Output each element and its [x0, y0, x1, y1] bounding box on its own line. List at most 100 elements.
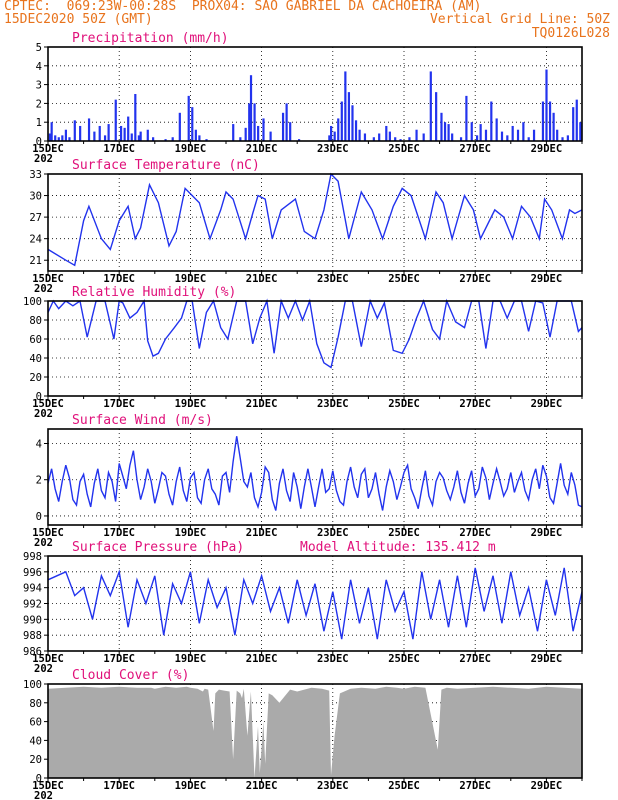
precip-bar: [281, 112, 285, 141]
panel-frame: [47, 46, 583, 142]
x-tick-label: 25DEC: [388, 527, 420, 539]
y-tick-label: 0: [36, 773, 42, 785]
precip-bar: [79, 125, 82, 141]
header-model-id: TQ0126L028: [531, 26, 610, 41]
y-tick-label: 3: [36, 80, 42, 92]
y-tick-label: 5: [36, 42, 42, 54]
panel-title: Surface Temperature (nC): [72, 158, 260, 173]
cloud-cover-area: [48, 686, 582, 778]
precip-bar: [506, 135, 509, 141]
y-tick-label: 2: [36, 475, 42, 487]
precip-bar: [561, 137, 564, 141]
x-year-label: 202: [34, 153, 53, 165]
precip-bar: [511, 125, 514, 141]
precip-bar: [556, 129, 559, 141]
precip-bar: [239, 137, 242, 141]
precip-bar: [330, 125, 333, 141]
precip-bar: [269, 131, 272, 141]
precip-bar: [48, 133, 51, 141]
y-tick-label: 4: [36, 438, 42, 450]
x-tick-label: 29DEC: [531, 780, 563, 792]
header-grid-note: Vertical Grid Line: 50Z: [429, 12, 610, 27]
x-tick-label: 21DEC: [246, 780, 278, 792]
y-tick-label: 40: [29, 735, 42, 747]
precip-bar: [422, 133, 425, 141]
precip-bar: [130, 133, 133, 141]
x-tick-label: 21DEC: [246, 273, 278, 285]
x-tick-label: 15DEC: [32, 653, 64, 665]
precip-bar: [522, 122, 525, 141]
x-tick-label: 17DEC: [103, 653, 135, 665]
precip-bar: [253, 103, 256, 141]
panel-4: 0 2 4 15DEC 17DEC 19DEC 21DEC 23DEC 25DEC 27DEC 29…: [32, 413, 583, 549]
x-tick-label: 21DEC: [246, 143, 278, 155]
series-line: [47, 567, 583, 640]
precip-bar: [443, 122, 447, 141]
precip-bar: [399, 139, 402, 141]
precip-bar: [98, 125, 101, 141]
precip-bar: [61, 135, 64, 141]
precip-bar: [479, 124, 482, 141]
precip-bar: [333, 131, 336, 141]
panel-frame: [47, 173, 583, 272]
x-tick-label: 17DEC: [103, 780, 135, 792]
precip-bar: [191, 107, 194, 141]
y-tick-label: 992: [23, 599, 42, 611]
precip-bar: [344, 71, 347, 141]
precip-bar: [127, 116, 130, 141]
precip-bar: [500, 131, 504, 141]
precip-bar: [87, 118, 91, 141]
x-tick-label: 23DEC: [317, 780, 349, 792]
precip-bar: [103, 135, 107, 141]
x-tick-label: 27DEC: [459, 143, 491, 155]
y-tick-label: 990: [23, 614, 42, 626]
x-tick-label: 25DEC: [388, 653, 420, 665]
x-tick-label: 27DEC: [459, 398, 491, 410]
precip-bar: [440, 112, 443, 141]
precip-bar: [459, 137, 463, 141]
panel-frame: [47, 300, 583, 397]
x-tick-label: 23DEC: [317, 398, 349, 410]
precip-bar: [134, 94, 137, 141]
precip-bar: [447, 124, 450, 141]
precip-bar: [54, 135, 57, 141]
precip-bar: [285, 103, 288, 141]
precip-bar: [123, 127, 126, 141]
precip-bar: [475, 135, 479, 141]
precip-bar: [495, 118, 498, 141]
panel-title: Precipitation (mm/h): [72, 31, 229, 46]
precip-bar: [465, 95, 468, 141]
precip-bar: [548, 101, 552, 141]
y-tick-label: 994: [23, 583, 42, 595]
precip-bar: [187, 95, 190, 141]
precip-bar: [57, 137, 60, 141]
x-year-label: 202: [34, 663, 53, 675]
precip-bar: [358, 129, 361, 141]
panel-title: Surface Pressure (hPa): [72, 540, 244, 555]
y-tick-label: 80: [29, 315, 42, 327]
precip-bar: [415, 129, 418, 141]
precip-bar: [394, 137, 397, 141]
x-tick-label: 19DEC: [175, 780, 207, 792]
x-tick-label: 15DEC: [32, 273, 64, 285]
y-tick-label: 20: [29, 372, 42, 384]
precip-bar: [490, 101, 493, 141]
x-tick-label: 23DEC: [317, 653, 349, 665]
x-tick-label: 17DEC: [103, 398, 135, 410]
precip-bar: [146, 129, 149, 141]
precip-bar: [541, 101, 545, 141]
precip-bar: [164, 139, 167, 141]
x-tick-label: 27DEC: [459, 273, 491, 285]
x-tick-label: 27DEC: [459, 653, 491, 665]
precip-bar: [435, 92, 438, 141]
x-tick-label: 19DEC: [175, 527, 207, 539]
y-tick-label: 21: [29, 255, 42, 267]
x-tick-label: 15DEC: [32, 780, 64, 792]
precip-bar: [178, 112, 181, 141]
y-tick-label: 0: [36, 391, 42, 403]
x-tick-label: 27DEC: [459, 527, 491, 539]
precip-bar: [388, 131, 391, 141]
y-tick-label: 0: [36, 136, 42, 148]
x-tick-label: 23DEC: [317, 273, 349, 285]
